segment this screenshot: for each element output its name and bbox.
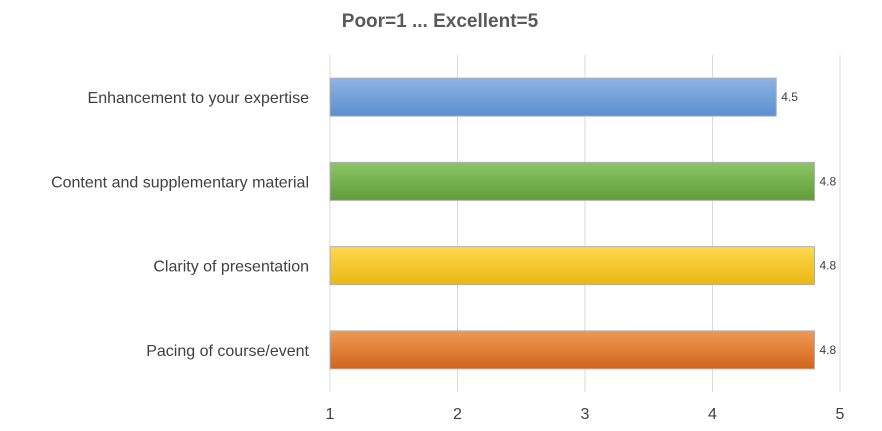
chart-title: Poor=1 ... Excellent=5 <box>342 11 539 32</box>
x-axis-ticks: 1 2 3 4 5 <box>326 406 845 423</box>
category-label: Enhancement to your expertise <box>88 90 310 107</box>
category-label: Pacing of course/event <box>146 343 309 360</box>
bar <box>329 330 815 370</box>
x-tick-label: 4 <box>708 406 717 423</box>
bar <box>329 77 777 117</box>
data-label: 4.8 <box>820 343 837 357</box>
category-label: Clarity of presentation <box>153 259 309 276</box>
data-label: 4.8 <box>820 174 837 188</box>
bar <box>329 246 815 286</box>
x-tick-label: 2 <box>453 406 462 423</box>
data-label: 4.8 <box>820 259 837 273</box>
bar <box>329 161 815 201</box>
data-label: 4.5 <box>781 90 798 104</box>
x-tick-label: 1 <box>326 406 335 423</box>
x-tick-label: 3 <box>581 406 590 423</box>
x-tick-label: 5 <box>836 406 845 423</box>
category-label: Content and supplementary material <box>51 174 309 191</box>
bars: 4.5 4.8 4.8 4.8 <box>329 77 837 370</box>
category-labels: Enhancement to your expertise Content and… <box>51 90 309 360</box>
